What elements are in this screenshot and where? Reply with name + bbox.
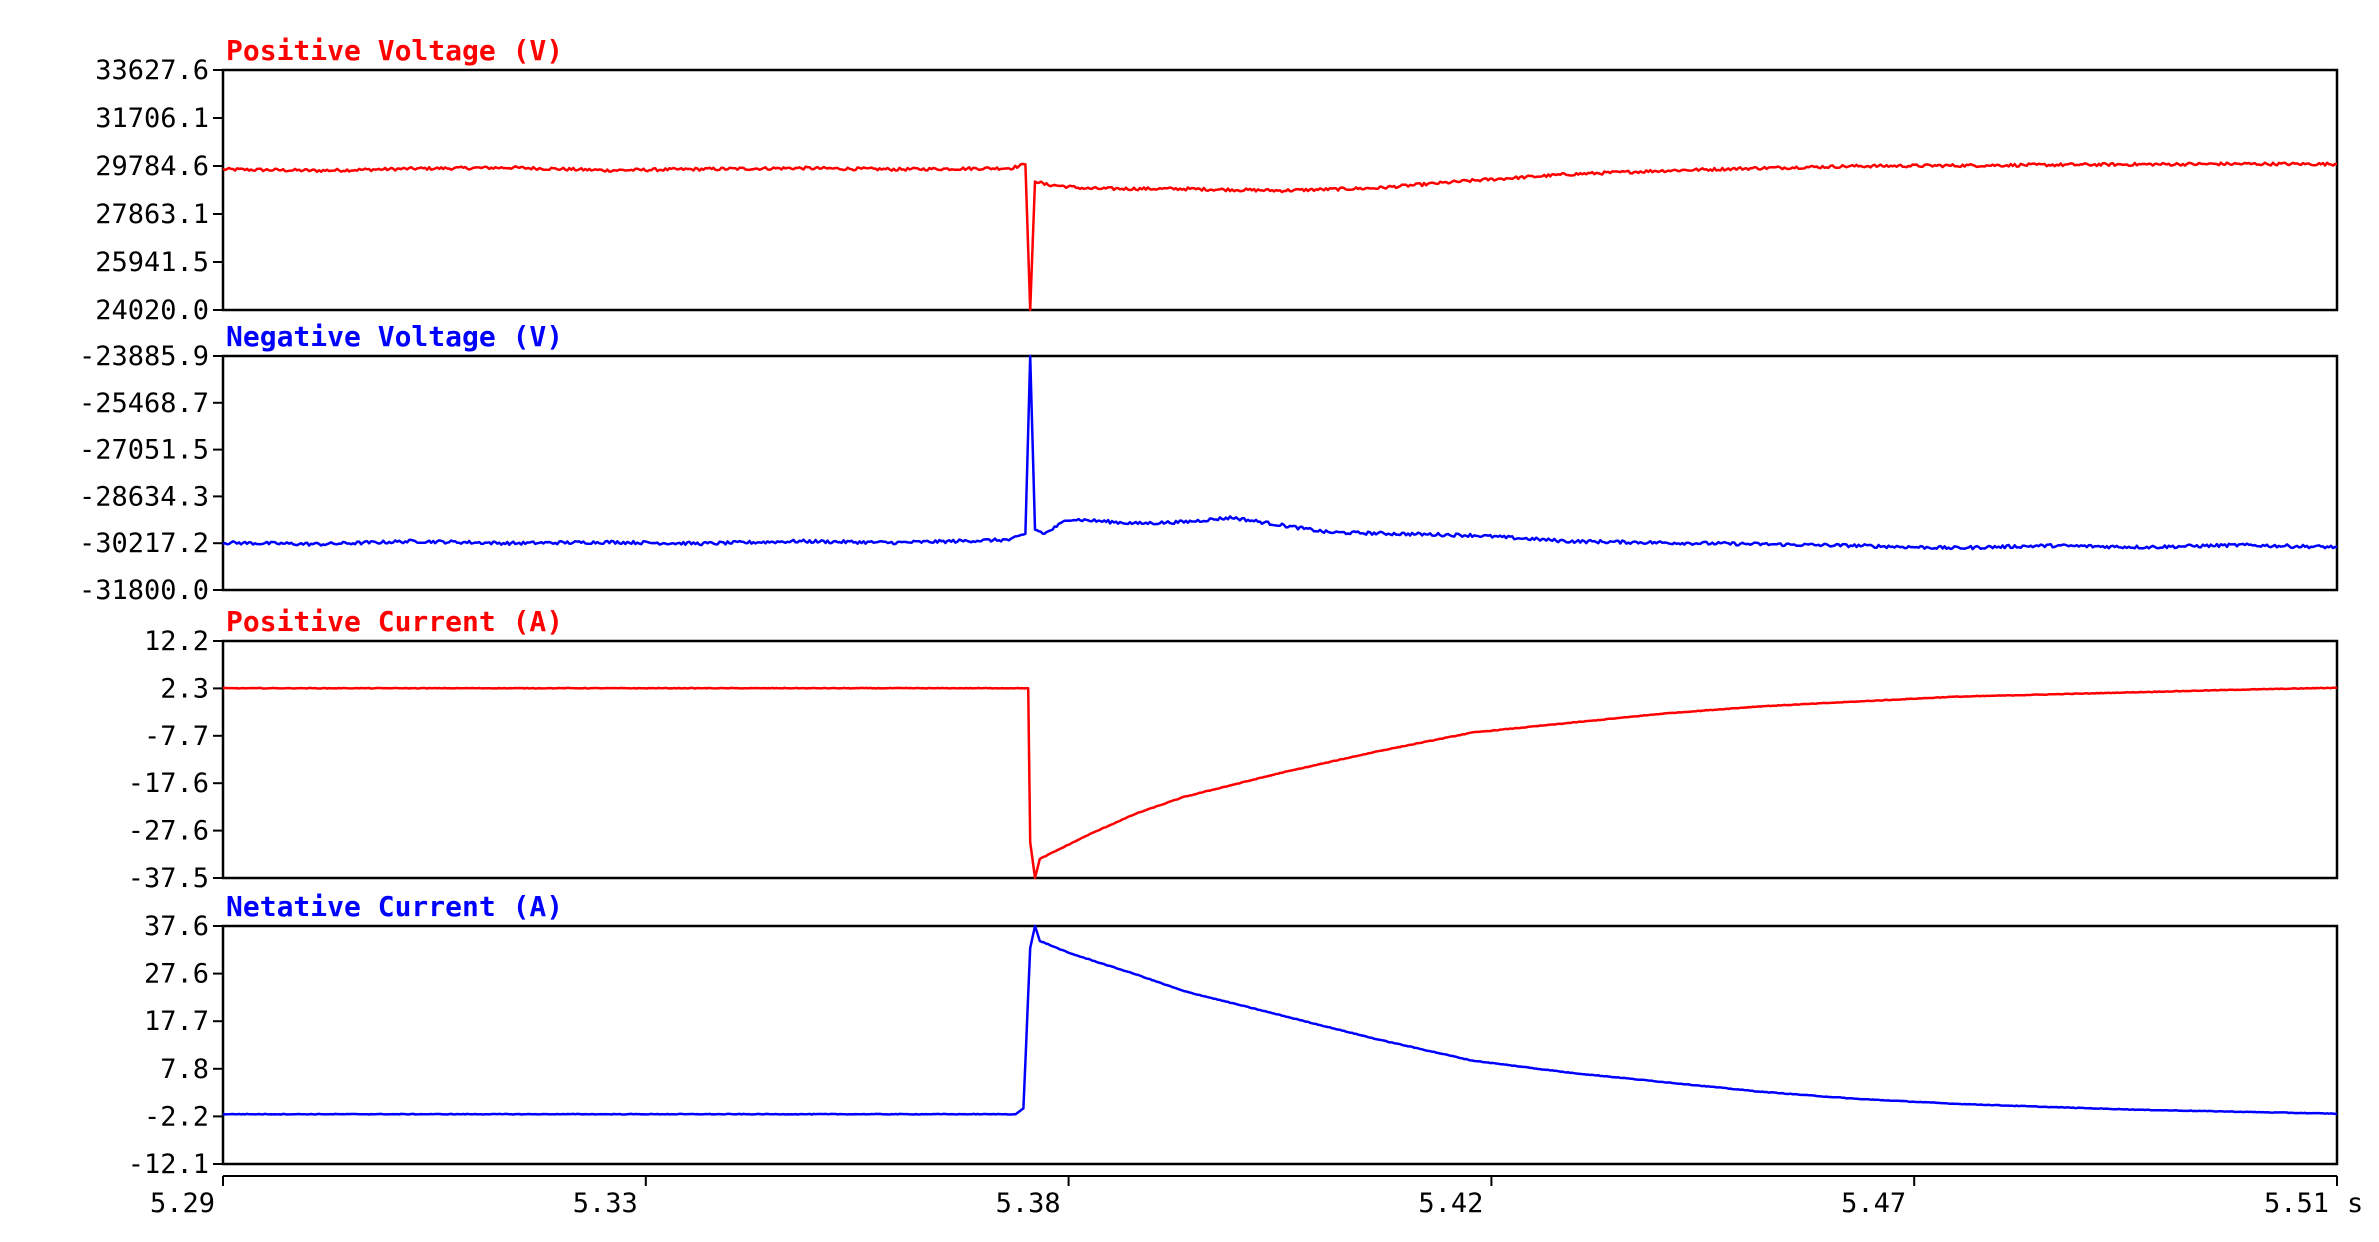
positive-voltage-ytick-label: 24020.0 bbox=[95, 295, 209, 326]
negative-voltage-series-line bbox=[222, 354, 2338, 551]
x-axis-unit: s bbox=[2347, 1188, 2363, 1219]
positive-current-plot-frame bbox=[221, 639, 2339, 880]
negative-voltage-ytick-label: -23885.9 bbox=[79, 341, 209, 372]
negative-current-ytick-label: -12.1 bbox=[128, 1149, 209, 1180]
positive-current-title: Positive Current (A) bbox=[226, 605, 563, 638]
x-axis-tick-label: 5.47 bbox=[1841, 1188, 1906, 1219]
positive-voltage-series-line bbox=[222, 161, 2338, 312]
x-axis-tick-label: 5.42 bbox=[1418, 1188, 1483, 1219]
positive-voltage-ytick-label: 25941.5 bbox=[95, 247, 209, 278]
negative-current-ytick-label: 7.8 bbox=[160, 1054, 209, 1085]
negative-voltage-ytick-label: -27051.5 bbox=[79, 435, 209, 466]
x-axis-tick-label: 5.38 bbox=[996, 1188, 1061, 1219]
negative-current-series-line bbox=[222, 924, 2338, 1116]
negative-current-title: Netative Current (A) bbox=[226, 890, 563, 923]
negative-voltage-title: Negative Voltage (V) bbox=[226, 320, 563, 353]
x-axis-tick-label: 5.33 bbox=[573, 1188, 638, 1219]
negative-current-ytick-label: 27.6 bbox=[144, 959, 209, 990]
negative-voltage-plot-frame bbox=[221, 354, 2339, 592]
positive-voltage-ytick-label: 33627.6 bbox=[95, 55, 209, 86]
positive-voltage-title: Positive Voltage (V) bbox=[226, 34, 563, 67]
negative-current-ytick-label: 17.7 bbox=[144, 1006, 209, 1037]
negative-voltage-ytick-label: -30217.2 bbox=[79, 528, 209, 559]
x-axis-tick-label: 5.29 bbox=[150, 1188, 215, 1219]
positive-voltage-ytick-label: 29784.6 bbox=[95, 151, 209, 182]
positive-voltage-ytick-label: 31706.1 bbox=[95, 103, 209, 134]
positive-current-ytick-label: -37.5 bbox=[128, 863, 209, 894]
positive-current-ytick-label: -27.6 bbox=[128, 816, 209, 847]
negative-current-ytick-label: 37.6 bbox=[144, 911, 209, 942]
positive-current-ytick-label: -17.6 bbox=[128, 768, 209, 799]
negative-voltage-ytick-label: -28634.3 bbox=[79, 481, 209, 512]
positive-current-ytick-label: 12.2 bbox=[144, 626, 209, 657]
negative-voltage-ytick-label: -31800.0 bbox=[79, 575, 209, 606]
positive-current-ytick-label: -7.7 bbox=[144, 721, 209, 752]
positive-current-ytick-label: 2.3 bbox=[160, 673, 209, 704]
positive-voltage-ytick-label: 27863.1 bbox=[95, 199, 209, 230]
negative-current-ytick-label: -2.2 bbox=[144, 1101, 209, 1132]
x-axis-tick-label: 5.51 bbox=[2264, 1188, 2329, 1219]
negative-voltage-ytick-label: -25468.7 bbox=[79, 388, 209, 419]
negative-current-plot-frame bbox=[221, 924, 2339, 1166]
positive-current-series-line bbox=[222, 686, 2337, 880]
